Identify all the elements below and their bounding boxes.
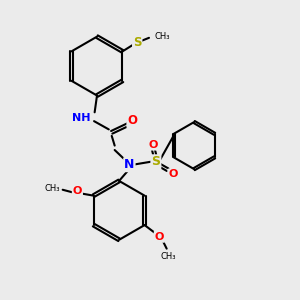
- Text: CH₃: CH₃: [155, 32, 170, 40]
- Text: O: O: [127, 114, 137, 127]
- Text: NH: NH: [72, 112, 91, 123]
- Text: O: O: [154, 232, 164, 242]
- Text: O: O: [168, 169, 178, 179]
- Text: N: N: [124, 158, 135, 171]
- Text: S: S: [133, 36, 142, 49]
- Text: O: O: [73, 186, 82, 196]
- Text: S: S: [152, 155, 160, 168]
- Text: CH₃: CH₃: [160, 253, 176, 262]
- Text: CH₃: CH₃: [45, 184, 60, 194]
- Text: O: O: [148, 140, 158, 150]
